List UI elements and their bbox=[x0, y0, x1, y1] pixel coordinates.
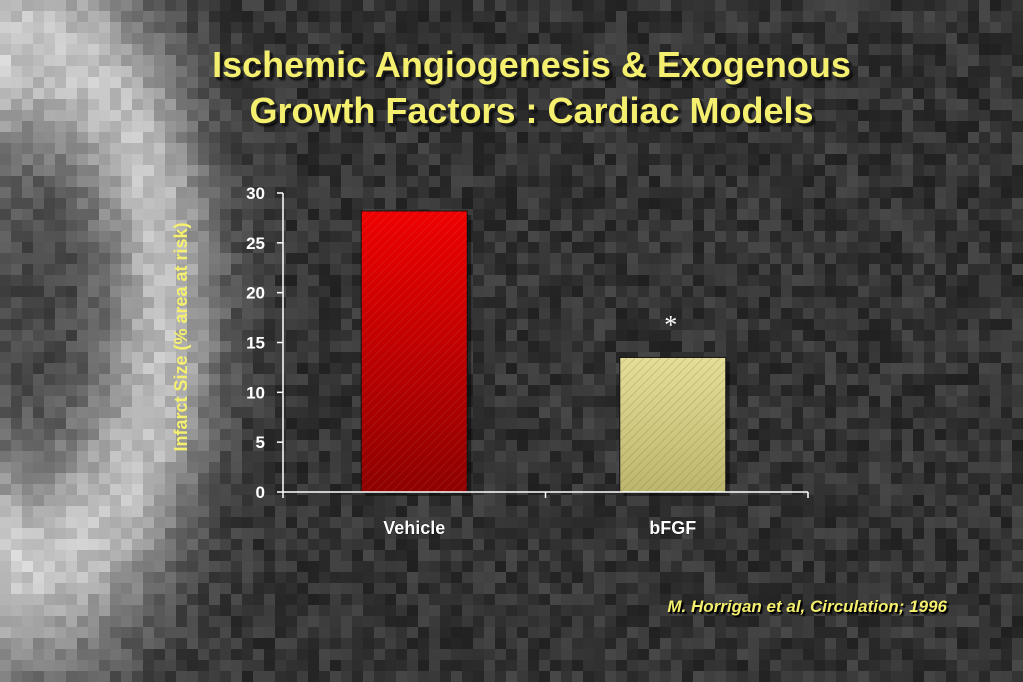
y-axis-label: Infarct Size (% area at risk) bbox=[171, 222, 191, 451]
slide-title-line-2: Growth Factors : Cardiac Models bbox=[249, 90, 814, 131]
y-tick-label: 10 bbox=[246, 383, 265, 402]
y-tick-label: 15 bbox=[246, 334, 265, 353]
bar-hatch bbox=[361, 210, 468, 492]
x-tick-label-vehicle: Vehicle bbox=[383, 518, 445, 538]
slide-title: Ischemic Angiogenesis & Exogenous Growth… bbox=[0, 42, 1023, 134]
citation: M. Horrigan et al, Circulation; 1996 bbox=[667, 597, 947, 616]
y-tick-label: 20 bbox=[246, 284, 265, 303]
x-tick-label-bfgf: bFGF bbox=[649, 518, 696, 538]
y-tick-label: 0 bbox=[256, 483, 265, 502]
slide-title-line-1: Ischemic Angiogenesis & Exogenous bbox=[212, 44, 851, 85]
y-tick-label: 25 bbox=[246, 234, 265, 253]
bar-hatch bbox=[619, 357, 726, 492]
significance-marker: * bbox=[664, 310, 677, 339]
y-tick-label: 30 bbox=[246, 184, 265, 203]
y-tick-label: 5 bbox=[256, 433, 265, 452]
